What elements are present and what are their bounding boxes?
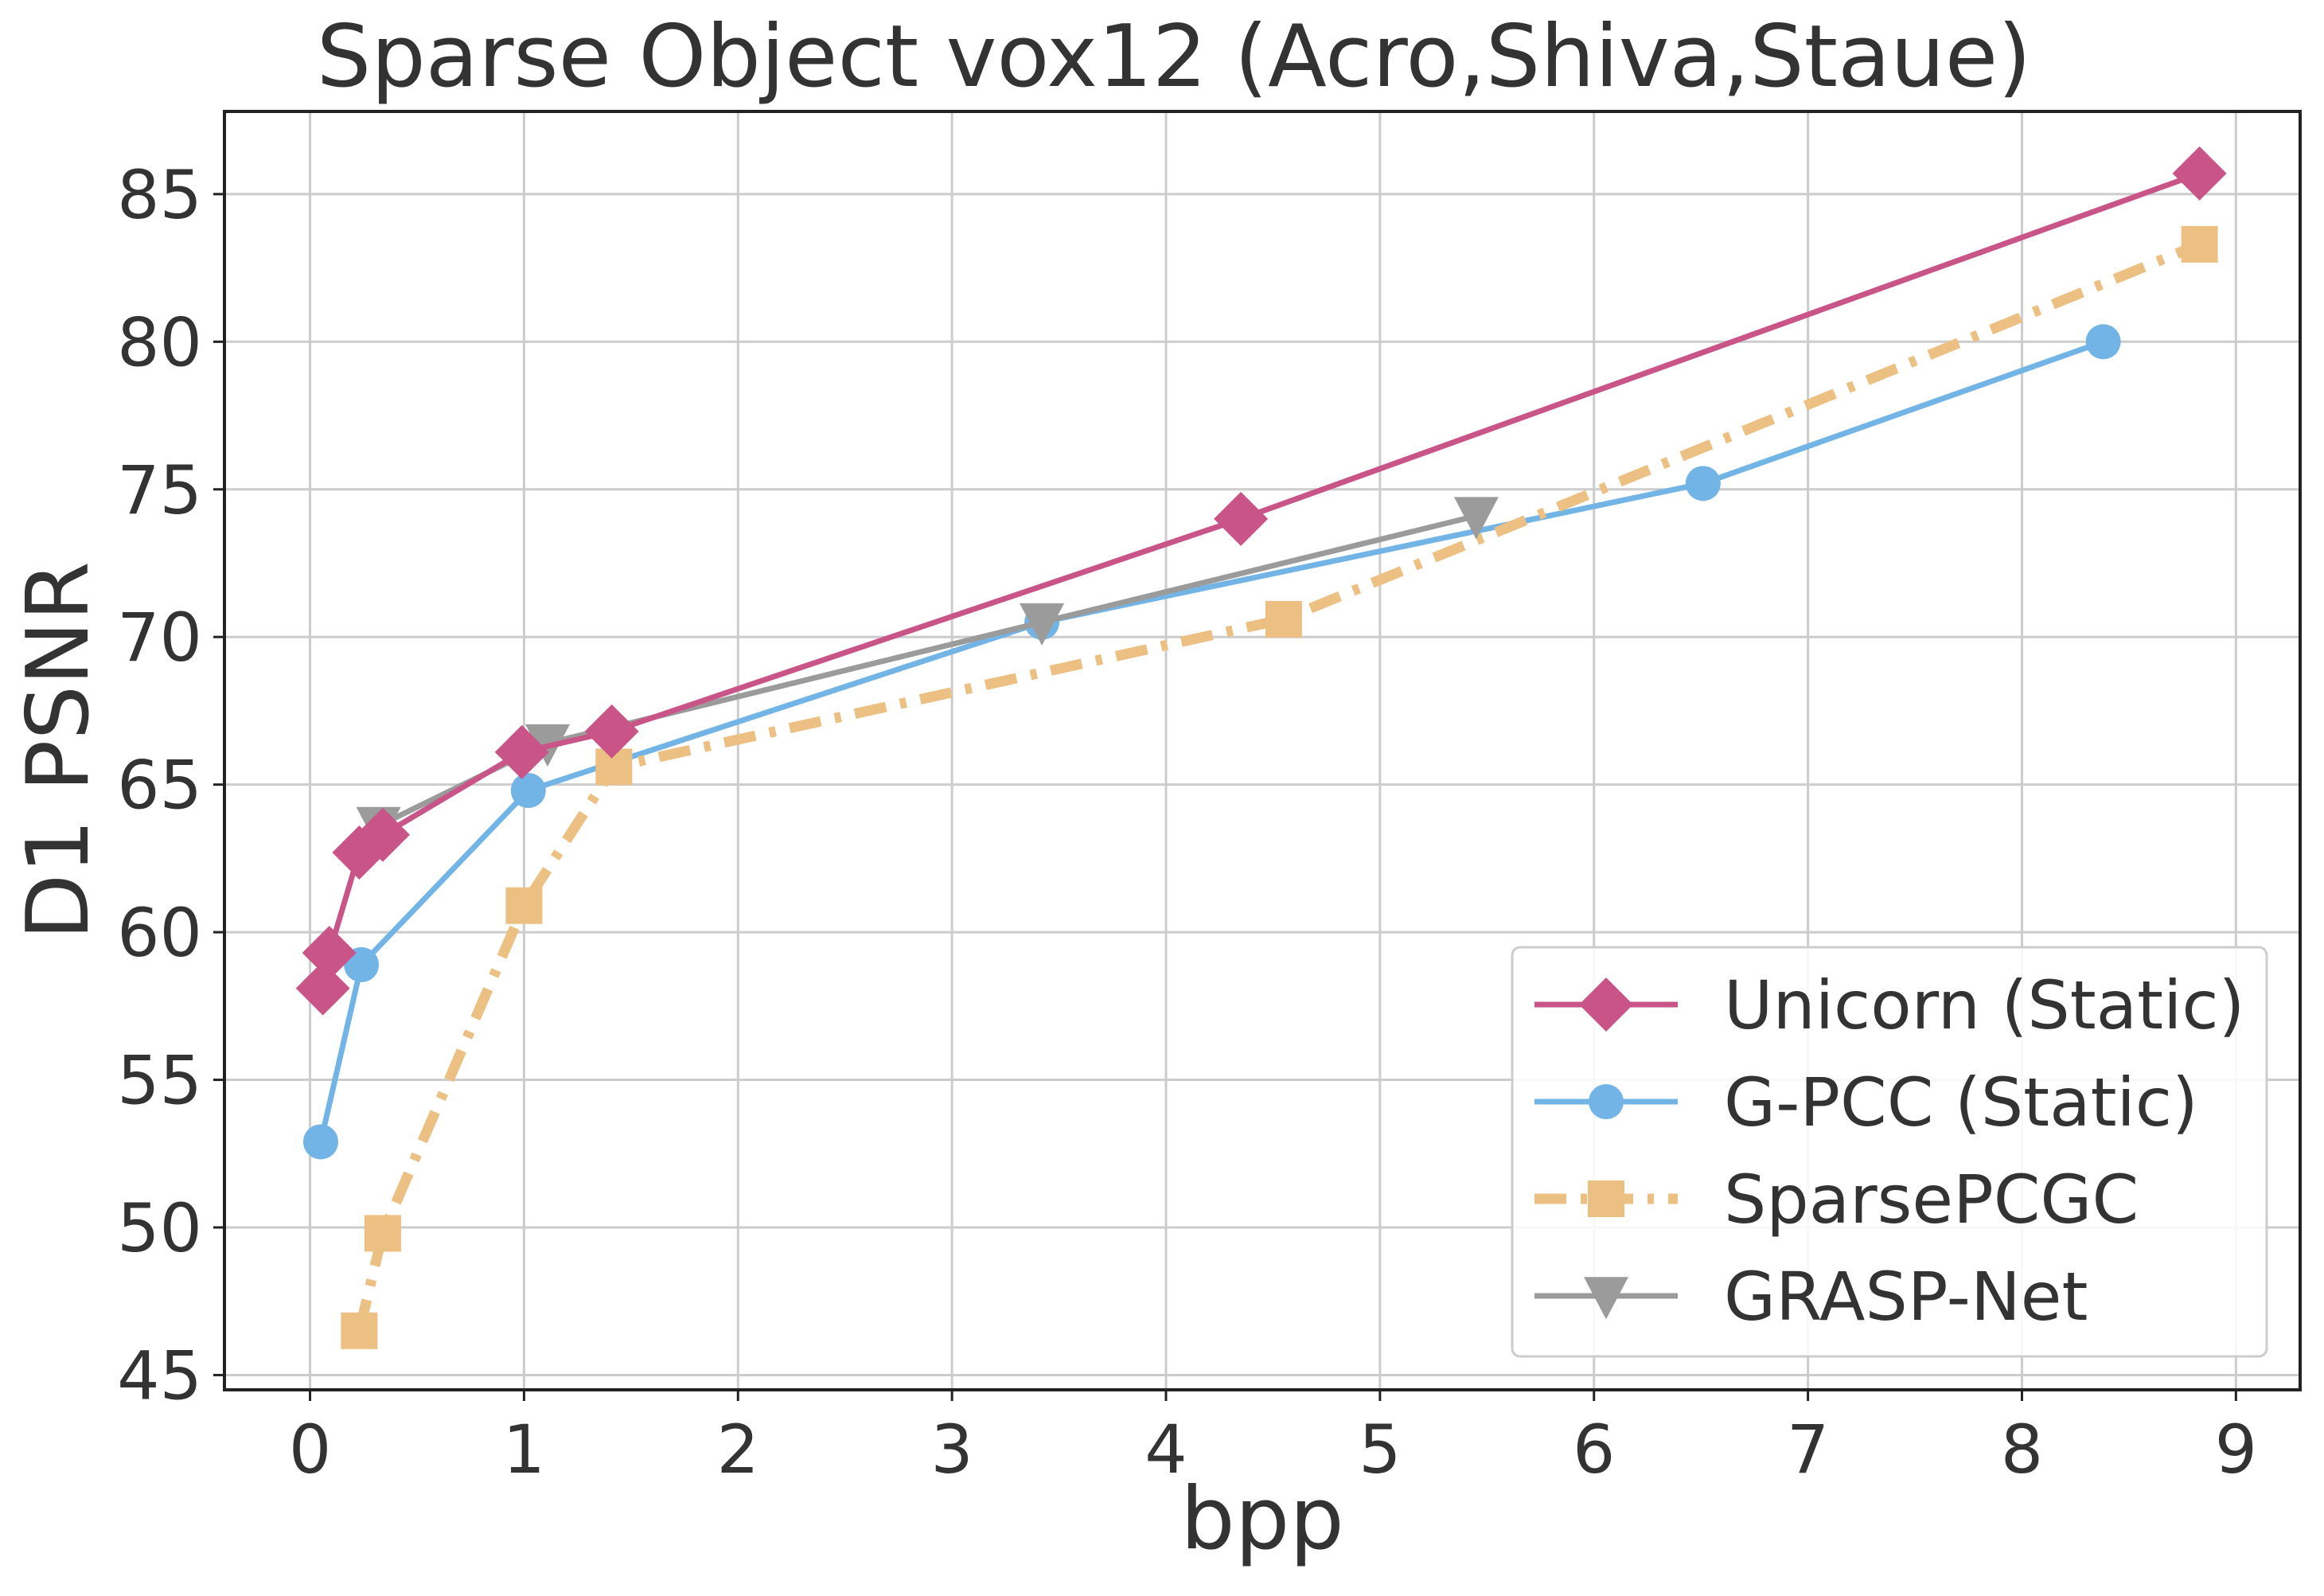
series-sparsepcgc bbox=[341, 225, 2218, 1349]
data-point-g-pcc-static bbox=[510, 773, 546, 809]
x-tick-label: 1 bbox=[503, 1411, 545, 1489]
data-point-g-pcc-static bbox=[302, 1124, 338, 1160]
series-line-g-pcc-static bbox=[318, 339, 2104, 1143]
y-tick-label: 80 bbox=[117, 303, 202, 381]
legend-label-grasp-net: GRASP-Net bbox=[1724, 1258, 2088, 1336]
legend-label-sparsepcgc: SparsePCGC bbox=[1724, 1161, 2139, 1239]
x-tick-label: 7 bbox=[1787, 1411, 1829, 1489]
data-point-unicorn-static bbox=[2172, 146, 2227, 201]
series-g-pcc-static bbox=[302, 324, 2121, 1160]
data-point-g-pcc-static bbox=[2085, 324, 2121, 360]
data-point-unicorn-static bbox=[302, 926, 357, 981]
x-tick-label: 8 bbox=[2001, 1411, 2043, 1489]
legend-label-unicorn-static: Unicorn (Static) bbox=[1724, 966, 2244, 1044]
x-tick-label: 6 bbox=[1573, 1411, 1615, 1489]
legend-marker-sparsepcgc bbox=[1588, 1180, 1624, 1217]
x-axis-label: bpp bbox=[1180, 1469, 1344, 1569]
x-tick-label: 4 bbox=[1144, 1411, 1187, 1489]
data-point-g-pcc-static bbox=[1685, 466, 1721, 501]
legend-marker-grasp-net bbox=[1584, 1277, 1628, 1320]
legend-item-sparsepcgc: SparsePCGC bbox=[1534, 1161, 2139, 1239]
y-tick-label: 70 bbox=[117, 599, 202, 677]
x-tick-label: 9 bbox=[2215, 1411, 2257, 1489]
legend-item-unicorn-static: Unicorn (Static) bbox=[1534, 966, 2244, 1044]
data-point-sparsepcgc bbox=[364, 1215, 401, 1252]
series-layer bbox=[295, 146, 2227, 1349]
data-point-grasp-net bbox=[1453, 497, 1499, 540]
y-tick-label: 45 bbox=[117, 1337, 202, 1415]
legend-marker-unicorn-static bbox=[1579, 978, 1633, 1032]
data-point-unicorn-static bbox=[355, 807, 410, 862]
legend-label-g-pcc-static: G-PCC (Static) bbox=[1724, 1063, 2198, 1141]
chart-title: Sparse Object vox12 (Acro,Shiva,Staue) bbox=[317, 7, 2032, 107]
legend: Unicorn (Static) G-PCC (Static) SparsePCGC… bbox=[1511, 946, 2268, 1358]
data-point-sparsepcgc bbox=[1265, 600, 1302, 638]
y-tick-label: 75 bbox=[117, 451, 202, 529]
y-tick-label: 85 bbox=[117, 156, 202, 234]
data-point-sparsepcgc bbox=[505, 887, 543, 924]
series-line-unicorn-static bbox=[320, 170, 2201, 989]
legend-box bbox=[1511, 946, 2268, 1358]
y-tick-label: 55 bbox=[117, 1042, 202, 1120]
x-tick-label: 3 bbox=[930, 1411, 973, 1489]
series-unicorn-static bbox=[295, 146, 2227, 1016]
y-tick-label: 50 bbox=[117, 1189, 202, 1267]
data-point-unicorn-static bbox=[494, 724, 549, 779]
y-tick-label: 65 bbox=[117, 747, 202, 825]
data-point-sparsepcgc bbox=[2181, 225, 2218, 263]
data-point-unicorn-static bbox=[584, 704, 639, 759]
x-tick-label: 0 bbox=[289, 1411, 331, 1489]
legend-item-grasp-net: GRASP-Net bbox=[1534, 1258, 2088, 1336]
x-tick-label: 5 bbox=[1359, 1411, 1401, 1489]
legend-marker-g-pcc-static bbox=[1589, 1084, 1624, 1119]
plot-frame bbox=[223, 110, 2302, 1391]
legend-item-g-pcc-static: G-PCC (Static) bbox=[1534, 1063, 2198, 1141]
data-point-unicorn-static bbox=[1214, 491, 1269, 546]
y-axis-label: D1 PSNR bbox=[9, 561, 108, 940]
x-tick-label: 2 bbox=[717, 1411, 759, 1489]
y-tick-label: 60 bbox=[117, 894, 202, 972]
data-point-grasp-net bbox=[1020, 603, 1065, 646]
data-point-sparsepcgc bbox=[341, 1312, 378, 1349]
data-point-unicorn-static bbox=[295, 961, 350, 1016]
series-line-grasp-net bbox=[377, 513, 1477, 829]
